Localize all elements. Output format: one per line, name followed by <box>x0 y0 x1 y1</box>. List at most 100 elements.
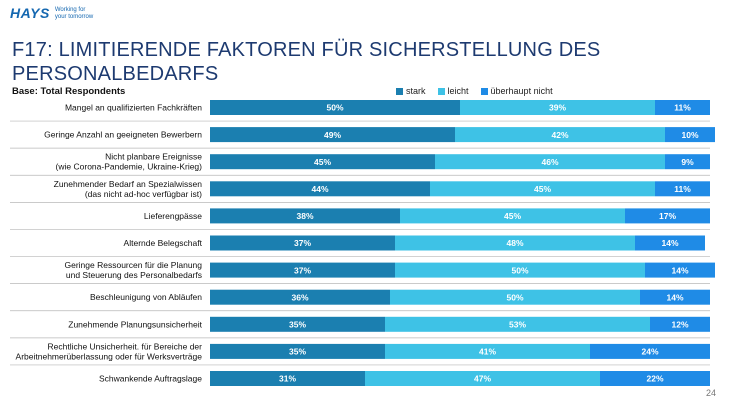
bar-segment-leicht <box>385 316 650 332</box>
value-label-ueberhaupt: 24% <box>641 347 658 357</box>
category-label-line: Geringe Ressourcen für die Planung <box>65 260 203 270</box>
value-label-ueberhaupt: 14% <box>666 292 683 302</box>
category-label: Schwankende Auftragslage <box>99 374 202 384</box>
bar-segment-ueberhaupt <box>600 371 710 386</box>
category-label: Zunehmende Planungsunsicherheit <box>68 319 202 329</box>
bar-segment-ueberhaupt <box>645 262 715 278</box>
value-label-stark: 49% <box>324 130 341 140</box>
bar-segment-leicht <box>395 262 645 278</box>
category-label-line: und Steuerung des Personalbedarfs <box>66 270 202 280</box>
logo-wordmark: HAYS <box>10 5 50 21</box>
value-label-leicht: 47% <box>474 374 491 384</box>
category-label: Rechtliche Unsicherheit. für Bereiche de… <box>16 341 203 361</box>
value-label-ueberhaupt: 14% <box>671 265 688 275</box>
legend-label-leicht: leicht <box>447 86 469 96</box>
value-label-ueberhaupt: 9% <box>681 157 694 167</box>
category-label-line: Geringe Anzahl an geeigneten Bewerbern <box>44 130 202 140</box>
legend-item-ueberhaupt: überhaupt nicht <box>480 86 553 96</box>
category-label-line: (wie Corona-Pandemie, Ukraine-Krieg) <box>56 162 203 172</box>
page-number: 24 <box>705 388 716 398</box>
bar-segment-ueberhaupt <box>650 316 710 332</box>
value-label-leicht: 42% <box>551 130 568 140</box>
legend-label-ueberhaupt: überhaupt nicht <box>490 86 553 96</box>
category-label-line: Arbeitnehmerüberlassung oder für Werksve… <box>16 351 203 361</box>
bar-segment-stark <box>210 371 365 386</box>
value-label-stark: 35% <box>289 320 306 330</box>
value-label-stark: 45% <box>314 157 331 167</box>
bar-segment-stark <box>210 154 435 170</box>
category-label-line: Zunehmende Planungsunsicherheit <box>68 319 202 329</box>
bar-segment-stark <box>210 100 460 115</box>
bar-segment-ueberhaupt <box>655 181 710 197</box>
bar-segment-stark <box>210 289 390 305</box>
category-label-line: Zunehmender Bedarf an Spezialwissen <box>54 179 203 189</box>
category-label: Mangel an qualifizierten Fachkräften <box>65 103 202 113</box>
category-label: Lieferengpässe <box>144 211 202 221</box>
value-label-stark: 37% <box>294 238 311 248</box>
value-label-ueberhaupt: 22% <box>646 374 663 384</box>
value-label-leicht: 48% <box>506 238 523 248</box>
value-label-leicht: 45% <box>504 211 521 221</box>
bar-segment-ueberhaupt <box>655 100 710 115</box>
value-label-stark: 37% <box>294 265 311 275</box>
legend-item-leicht: leicht <box>437 86 469 96</box>
legend-item-stark: stark <box>396 86 426 96</box>
bar-segment-leicht <box>390 289 640 305</box>
value-label-ueberhaupt: 12% <box>671 320 688 330</box>
chart-legend: stark leicht überhaupt nicht <box>396 86 565 96</box>
value-label-ueberhaupt: 11% <box>674 184 691 194</box>
value-label-ueberhaupt: 14% <box>661 238 678 248</box>
value-label-ueberhaupt: 17% <box>659 211 676 221</box>
bar-segment-ueberhaupt <box>635 235 705 251</box>
category-label-line: Beschleunigung von Abläufen <box>90 292 202 302</box>
value-label-leicht: 53% <box>509 320 526 330</box>
hays-logo: HAYS Working for your tomorrow <box>10 6 93 21</box>
value-label-leicht: 45% <box>534 184 551 194</box>
bar-segment-ueberhaupt <box>590 343 710 359</box>
bar-segment-stark <box>210 208 400 224</box>
bar-segment-leicht <box>400 208 625 224</box>
legend-swatch-leicht <box>437 87 445 95</box>
bar-segment-leicht <box>395 235 635 251</box>
bar-segment-leicht <box>460 100 655 115</box>
category-label-line: Lieferengpässe <box>144 211 202 221</box>
bar-segment-leicht <box>385 343 590 359</box>
logo-tagline: Working for your tomorrow <box>55 7 93 21</box>
bar-segment-ueberhaupt <box>625 208 710 224</box>
category-label: Geringe Ressourcen für die Planung und St… <box>65 260 203 280</box>
bar-segment-stark <box>210 316 385 332</box>
bar-segment-ueberhaupt <box>665 127 715 143</box>
bar-segment-stark <box>210 343 385 359</box>
legend-swatch-ueberhaupt <box>480 87 488 95</box>
page-title-line2: PERSONALBEDARFS <box>12 63 219 85</box>
value-label-ueberhaupt: 10% <box>681 130 698 140</box>
category-label: Zunehmender Bedarf an Spezialwissen (das … <box>54 179 203 199</box>
value-label-stark: 50% <box>326 103 343 113</box>
legend-label-stark: stark <box>406 86 426 96</box>
bar-segment-leicht <box>365 371 600 386</box>
bar-segment-leicht <box>430 181 655 197</box>
category-label-line: Nicht planbare Ereignisse <box>105 152 202 162</box>
page-title: F17: LIMITIERENDE FAKTOREN FÜR SICHERSTE… <box>12 38 712 86</box>
value-label-stark: 31% <box>279 374 296 384</box>
category-label-line: Rechtliche Unsicherheit. für Bereiche de… <box>48 341 203 351</box>
value-label-stark: 35% <box>289 347 306 357</box>
value-label-ueberhaupt: 11% <box>674 103 691 113</box>
bar-segment-leicht <box>455 127 665 143</box>
base-label: Base: Total Respondents <box>12 86 126 97</box>
category-label-line: (das nicht ad-hoc verfügbar ist) <box>85 189 202 199</box>
bar-segment-stark <box>210 127 455 143</box>
category-label-line: Schwankende Auftragslage <box>99 374 202 384</box>
value-label-stark: 44% <box>311 184 328 194</box>
value-label-leicht: 41% <box>479 347 496 357</box>
legend-swatch-stark <box>396 87 403 95</box>
category-label: Geringe Anzahl an geeigneten Bewerbern <box>44 130 202 140</box>
bar-segment-stark <box>210 181 430 197</box>
value-label-leicht: 50% <box>506 292 523 302</box>
category-label-line: Mangel an qualifizierten Fachkräften <box>65 103 202 113</box>
value-label-stark: 36% <box>291 292 308 302</box>
value-label-leicht: 50% <box>511 265 528 275</box>
page-title-line1: F17: LIMITIERENDE FAKTOREN FÜR SICHERSTE… <box>12 39 601 61</box>
bar-segment-stark <box>210 235 395 251</box>
logo-tagline-line1: Working for <box>54 7 86 13</box>
